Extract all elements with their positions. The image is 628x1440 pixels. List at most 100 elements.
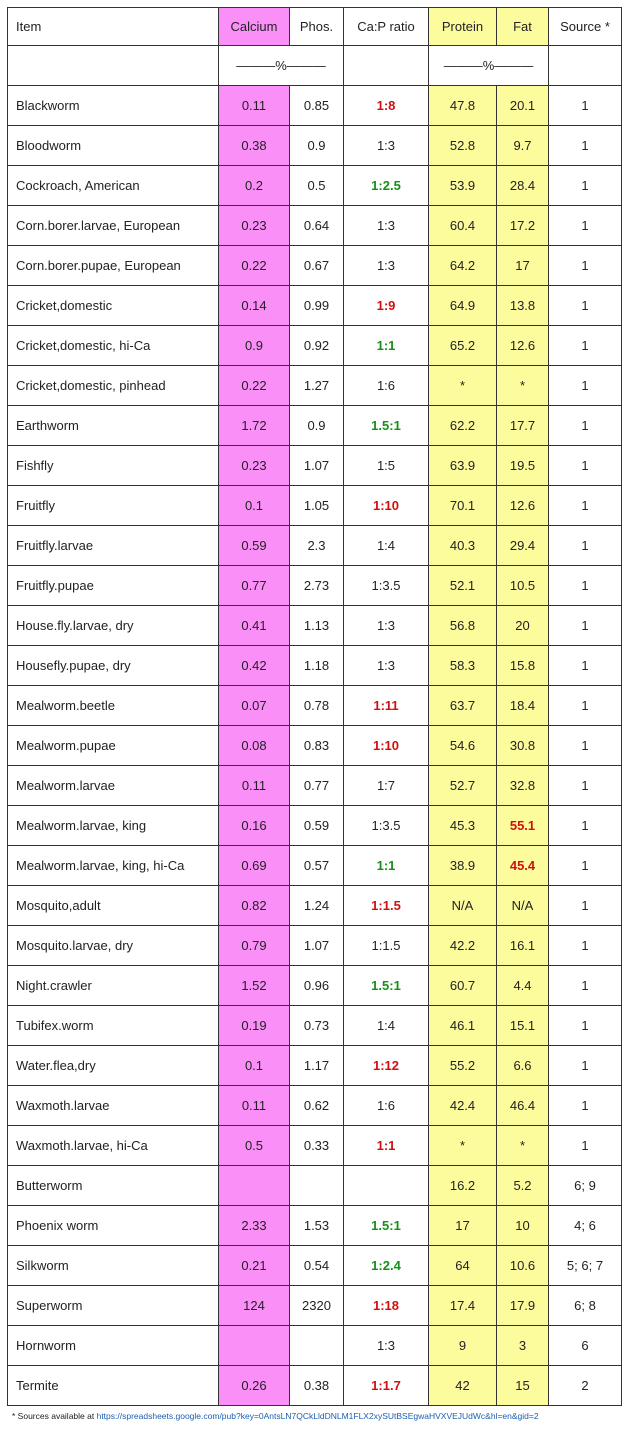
header-cell: Item [7,7,219,46]
value-cell: 0.85 [289,85,344,126]
value-cell: 42.4 [428,1085,497,1126]
value-cell: 1.07 [289,445,344,486]
item-cell: Cricket,domestic, pinhead [7,365,219,406]
value-cell: 1:1.7 [343,1365,429,1406]
value-cell: 1:4 [343,525,429,566]
value-cell: 32.8 [496,765,549,806]
value-cell: 0.08 [218,725,290,766]
value-cell: 1.5:1 [343,405,429,446]
value-cell: 6.6 [496,1045,549,1086]
value-cell: 0.54 [289,1245,344,1286]
header-cell: Ca:P ratio [343,7,429,46]
value-cell: 1.27 [289,365,344,406]
value-cell: 9.7 [496,125,549,166]
item-cell: Night.crawler [7,965,219,1006]
value-cell: 52.7 [428,765,497,806]
value-cell: 64 [428,1245,497,1286]
value-cell: 0.23 [218,445,290,486]
data-row: Mealworm.pupae 0.08 0.83 1:10 54.6 30.8 1 [7,725,622,766]
data-row: Mosquito,adult 0.82 1.24 1:1.5 N/A N/A 1 [7,885,622,926]
item-cell: Mealworm.larvae, king, hi-Ca [7,845,219,886]
item-cell: House.fly.larvae, dry [7,605,219,646]
header-cell: Protein [428,7,497,46]
value-cell: 1 [548,325,622,366]
value-cell: 1:3 [343,205,429,246]
value-cell: 1 [548,245,622,286]
value-cell: 0.79 [218,925,290,966]
item-cell: Corn.borer.pupae, European [7,245,219,286]
table-wrap: Item Calcium Phos. Ca:P ratio Protein Fat Sour… [7,7,622,1406]
data-row: Corn.borer.pupae, European 0.22 0.67 1:3 64.… [7,245,622,286]
value-cell: 1.5:1 [343,965,429,1006]
data-row: Night.crawler 1.52 0.96 1.5:1 60.7 4.4 1 [7,965,622,1006]
item-cell: Blackworm [7,85,219,126]
value-cell: 1:1 [343,1125,429,1166]
value-cell: 1.52 [218,965,290,1006]
data-row: Housefly.pupae, dry 0.42 1.18 1:3 58.3 15.8 1 [7,645,622,686]
data-row: Fruitfly.larvae 0.59 2.3 1:4 40.3 29.4 1 [7,525,622,566]
item-cell: Butterworm [7,1165,219,1206]
value-cell: 0.38 [218,125,290,166]
value-cell: 1 [548,725,622,766]
value-cell: 0.67 [289,245,344,286]
source-link[interactable]: https://spreadsheets.google.com/pub?key=… [96,1411,539,1421]
item-cell: Fishfly [7,445,219,486]
value-cell: 0.07 [218,685,290,726]
item-cell: Mealworm.larvae [7,765,219,806]
header-cell: Phos. [289,7,344,46]
value-cell: 1 [548,965,622,1006]
value-cell: 0.41 [218,605,290,646]
data-row: Blackworm 0.11 0.85 1:8 47.8 20.1 1 [7,85,622,126]
value-cell: 0.11 [218,85,290,126]
item-cell: Cricket,domestic, hi-Ca [7,325,219,366]
data-row: Silkworm 0.21 0.54 1:2.4 64 10.6 5; 6; 7 [7,1245,622,1286]
item-cell: Mealworm.beetle [7,685,219,726]
value-cell: 42 [428,1365,497,1406]
value-cell: 1 [548,925,622,966]
value-cell: 0.96 [289,965,344,1006]
value-cell: 0.64 [289,205,344,246]
value-cell: 6; 8 [548,1285,622,1326]
data-row: Butterworm 16.2 5.2 6; 9 [7,1165,622,1206]
header-cell: Source * [548,7,622,46]
data-row: Superworm 124 2320 1:18 17.4 17.9 6; 8 [7,1285,622,1326]
value-cell: 0.22 [218,365,290,406]
item-cell: Housefly.pupae, dry [7,645,219,686]
value-cell: 0.22 [218,245,290,286]
value-cell: 0.2 [218,165,290,206]
data-row: Mealworm.larvae, king, hi-Ca 0.69 0.57 1:1 3… [7,845,622,886]
value-cell: 15.8 [496,645,549,686]
value-cell [343,1165,429,1206]
header-row: Item Calcium Phos. Ca:P ratio Protein Fat Sour… [7,7,622,46]
value-cell: 1.18 [289,645,344,686]
value-cell: 63.7 [428,685,497,726]
value-cell: 1:3 [343,645,429,686]
value-cell: 1 [548,405,622,446]
header-cell: Calcium [218,7,290,46]
value-cell: 52.8 [428,125,497,166]
data-row: Cricket,domestic, hi-Ca 0.9 0.92 1:1 65.2 12.… [7,325,622,366]
value-cell: 124 [218,1285,290,1326]
value-cell: 38.9 [428,845,497,886]
value-cell: 0.9 [218,325,290,366]
item-cell: Corn.borer.larvae, European [7,205,219,246]
value-cell: 55.2 [428,1045,497,1086]
value-cell: 5; 6; 7 [548,1245,622,1286]
value-cell [218,1165,290,1206]
value-cell: 1 [548,1005,622,1046]
data-row: Termite 0.26 0.38 1:1.7 42 15 2 [7,1365,622,1406]
value-cell: 0.77 [218,565,290,606]
value-cell: 55.1 [496,805,549,846]
value-cell: 1 [548,885,622,926]
item-cell: Phoenix worm [7,1205,219,1246]
value-cell: 0.99 [289,285,344,326]
item-cell: Cockroach, American [7,165,219,206]
value-cell: 1:12 [343,1045,429,1086]
value-cell: 1 [548,1085,622,1126]
value-cell: 1:2.5 [343,165,429,206]
value-cell: 2.33 [218,1205,290,1246]
value-cell: 2.73 [289,565,344,606]
value-cell: 1 [548,1045,622,1086]
value-cell: 12.6 [496,485,549,526]
value-cell: 1 [548,165,622,206]
